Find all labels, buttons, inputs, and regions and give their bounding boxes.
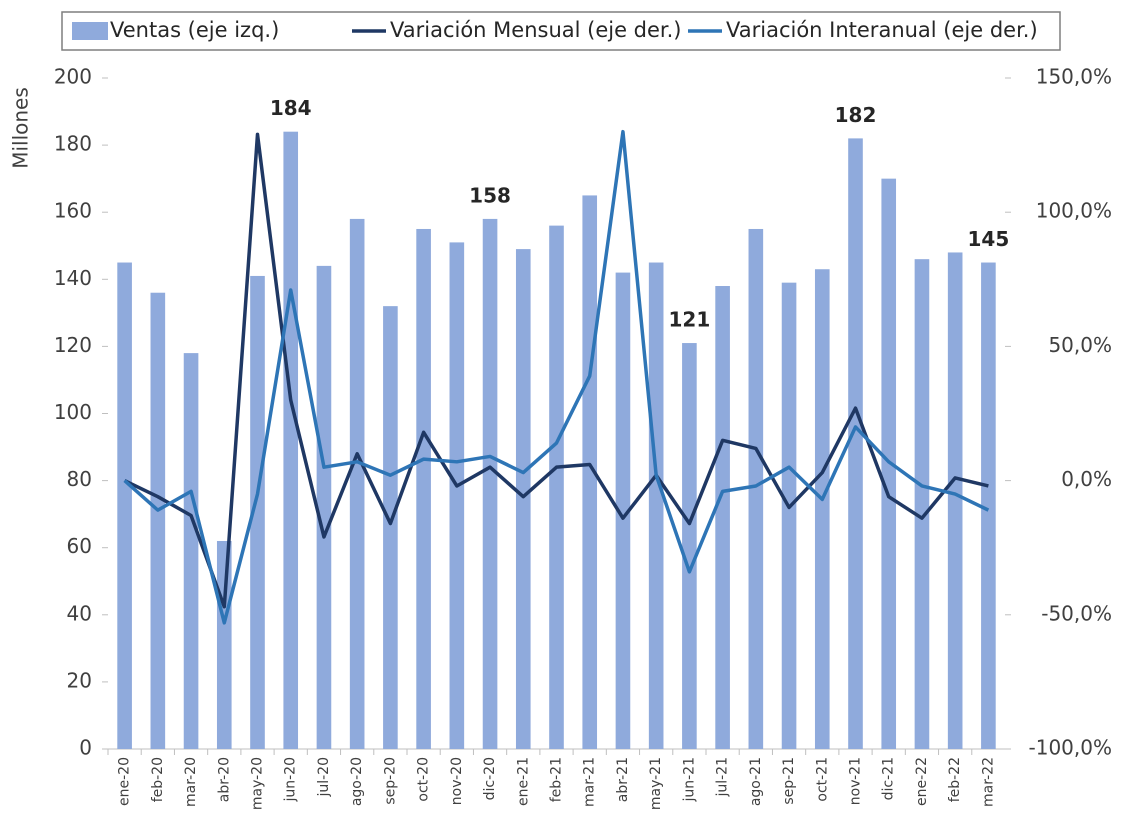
- x-tick-label: sep-21: [781, 757, 797, 805]
- bar: [781, 282, 797, 749]
- x-tick-label: mar-22: [980, 757, 996, 807]
- y-tick-label: 0: [79, 736, 92, 760]
- x-tick-label: oct-21: [814, 757, 830, 802]
- legend-label: Ventas (eje izq.): [110, 18, 279, 42]
- bar: [981, 262, 996, 749]
- y2-tick-label: 100,0%: [1036, 199, 1112, 223]
- x-tick-label: ene-22: [914, 757, 930, 806]
- bar: [682, 343, 697, 749]
- value-label: 158: [469, 183, 511, 207]
- bar: [549, 225, 564, 749]
- x-tick-label: ene-21: [515, 757, 531, 806]
- x-tick-label: jun-21: [681, 757, 697, 803]
- y-tick-label: 80: [67, 467, 92, 491]
- bar: [117, 262, 132, 749]
- y2-tick-label: -100,0%: [1029, 736, 1112, 760]
- x-tick-label: nov-20: [449, 757, 465, 805]
- x-tick-label: dic-21: [881, 757, 897, 800]
- y-tick-label: 180: [54, 132, 92, 156]
- x-tick-label: abr-20: [216, 757, 232, 802]
- bar: [947, 252, 963, 749]
- bar: [416, 228, 431, 750]
- y-tick-label: 120: [54, 333, 92, 357]
- y-axis-label: Millones: [9, 87, 33, 169]
- x-tick-label: sep-20: [382, 757, 398, 805]
- y2-tick-label: 150,0%: [1036, 65, 1112, 89]
- bar: [349, 218, 365, 749]
- x-tick-label: jun-20: [283, 757, 299, 803]
- bar: [615, 272, 631, 749]
- bar: [150, 292, 166, 749]
- line: [123, 129, 990, 625]
- y-tick-label: 20: [67, 668, 92, 692]
- x-tick-label: ago-20: [349, 757, 365, 806]
- y2-tick-label: 50,0%: [1048, 333, 1112, 357]
- bar: [449, 242, 465, 749]
- x-tick-label: may-20: [250, 757, 266, 810]
- x-tick-label: feb-21: [549, 757, 565, 802]
- bar: [814, 269, 830, 749]
- x-tick-label: abr-21: [615, 757, 631, 802]
- bar: [648, 262, 664, 749]
- legend-label: Variación Interanual (eje der.): [726, 18, 1038, 42]
- y2-tick-label: 0,0%: [1061, 467, 1112, 491]
- y-tick-label: 60: [67, 534, 92, 558]
- value-label: 184: [270, 96, 312, 120]
- bar: [250, 275, 265, 749]
- bar: [216, 540, 232, 749]
- y-tick-label: 100: [54, 400, 92, 424]
- y-tick-label: 140: [54, 266, 92, 290]
- x-tick-label: may-21: [648, 757, 664, 810]
- bar: [582, 195, 598, 750]
- x-tick-label: feb-22: [947, 757, 963, 802]
- bar: [848, 138, 863, 749]
- x-tick-label: ene-20: [117, 757, 133, 806]
- bar: [715, 286, 730, 749]
- bar: [914, 259, 930, 749]
- bar: [283, 131, 299, 749]
- bar: [482, 218, 498, 749]
- value-label: 121: [669, 308, 711, 332]
- bar: [748, 228, 764, 750]
- legend-label: Variación Mensual (eje der.): [390, 18, 682, 42]
- x-tick-label: mar-20: [183, 757, 199, 807]
- y-tick-label: 160: [54, 199, 92, 223]
- y-tick-label: 40: [67, 601, 92, 625]
- y-tick-label: 200: [54, 65, 92, 89]
- x-tick-label: jul-20: [316, 757, 332, 798]
- legend-swatch: [72, 22, 108, 40]
- value-label: 182: [835, 103, 877, 127]
- x-tick-label: dic-20: [482, 757, 498, 800]
- x-tick-label: feb-20: [150, 757, 166, 802]
- legend-box: [61, 11, 1061, 51]
- line: [123, 132, 989, 609]
- bar: [383, 306, 398, 749]
- x-tick-label: oct-20: [416, 757, 432, 802]
- y2-tick-label: -50,0%: [1041, 601, 1112, 625]
- x-tick-label: nov-21: [848, 757, 864, 805]
- x-tick-label: ago-21: [748, 757, 764, 806]
- bar: [183, 353, 199, 749]
- x-tick-label: mar-21: [582, 757, 598, 807]
- x-tick-label: jul-21: [715, 757, 731, 798]
- bar: [515, 249, 531, 750]
- bar: [316, 265, 332, 749]
- value-label: 145: [968, 227, 1010, 251]
